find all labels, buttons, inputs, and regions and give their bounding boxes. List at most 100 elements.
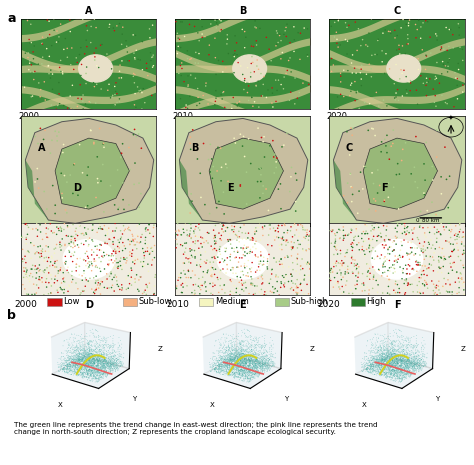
Point (217, 275, 224, 282)
Point (202, 287, 210, 295)
Point (243, 244, 250, 252)
Point (381, 236, 388, 244)
Point (418, 247, 425, 255)
Point (421, 176, 429, 184)
Point (438, 245, 446, 252)
Point (275, 241, 283, 249)
Point (22, 274, 30, 281)
Polygon shape (334, 119, 462, 223)
Point (242, 272, 250, 279)
Point (30, 280, 37, 288)
Point (180, 226, 187, 233)
Text: B: B (239, 6, 246, 16)
Point (136, 204, 143, 211)
Point (52, 201, 59, 209)
Point (424, 244, 431, 252)
Point (144, 241, 152, 248)
Point (132, 259, 139, 267)
Point (382, 142, 390, 150)
Point (417, 208, 424, 215)
Point (386, 264, 393, 272)
Point (96, 125, 103, 132)
Point (130, 70, 137, 77)
Point (91, 287, 99, 294)
Point (386, 28, 394, 35)
Point (185, 274, 192, 281)
Point (25, 291, 32, 298)
Point (414, 261, 422, 269)
Point (34, 265, 42, 272)
Point (257, 70, 265, 77)
Point (68, 250, 76, 257)
Point (118, 233, 125, 241)
Point (423, 92, 430, 100)
Point (391, 94, 399, 102)
Point (61, 220, 68, 227)
Point (145, 221, 153, 228)
Point (276, 245, 284, 252)
Point (297, 29, 304, 37)
Point (217, 177, 225, 185)
Point (253, 282, 261, 290)
Point (23, 290, 30, 298)
Point (228, 226, 236, 233)
Point (394, 289, 401, 296)
Point (76, 81, 84, 88)
Point (115, 244, 123, 252)
Point (22, 49, 29, 57)
Ellipse shape (371, 239, 423, 279)
Point (42, 219, 49, 227)
Point (99, 161, 107, 168)
Point (115, 204, 123, 211)
Point (374, 51, 381, 58)
Point (178, 231, 185, 239)
Point (208, 242, 215, 250)
Point (384, 267, 392, 274)
Point (240, 133, 247, 140)
Point (118, 230, 126, 238)
Point (233, 100, 241, 107)
Point (438, 254, 445, 261)
Point (61, 278, 69, 286)
Point (281, 275, 289, 283)
Point (137, 86, 145, 94)
Point (106, 272, 113, 280)
Point (217, 266, 225, 274)
Point (337, 276, 345, 283)
Point (128, 235, 135, 242)
Point (45, 70, 53, 77)
Point (254, 56, 261, 64)
Point (108, 65, 115, 73)
Point (359, 185, 367, 193)
Point (363, 222, 371, 230)
Point (369, 263, 377, 271)
Point (26, 57, 34, 65)
Point (393, 281, 401, 288)
Point (143, 291, 150, 298)
Point (133, 245, 141, 252)
Point (216, 16, 223, 23)
Point (126, 248, 134, 256)
Polygon shape (209, 138, 283, 209)
Point (351, 262, 358, 270)
Point (447, 228, 455, 235)
Point (414, 261, 422, 268)
Point (414, 259, 422, 266)
Point (347, 259, 355, 267)
Point (57, 57, 64, 64)
Point (460, 233, 467, 240)
Point (405, 229, 413, 236)
Point (219, 222, 227, 230)
Point (277, 255, 285, 262)
Point (37, 86, 45, 93)
Point (265, 279, 273, 287)
Point (295, 232, 302, 240)
Point (343, 50, 351, 58)
Point (430, 224, 438, 231)
Point (226, 236, 234, 243)
Point (127, 277, 134, 284)
Point (364, 268, 372, 276)
Point (349, 270, 357, 277)
Point (96, 221, 103, 228)
Point (131, 126, 138, 133)
